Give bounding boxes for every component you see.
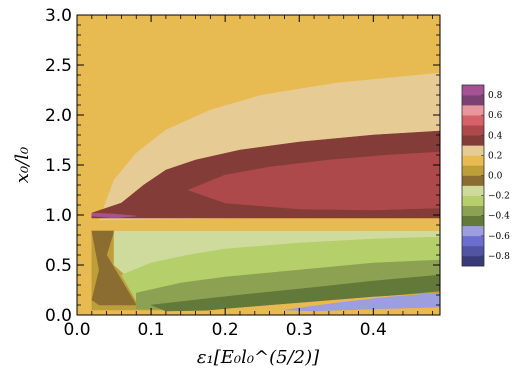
colorbar bbox=[462, 85, 484, 267]
colorbar-swatch-12 bbox=[462, 135, 484, 146]
colorbar-tick-label-2: 0.4 bbox=[488, 131, 503, 141]
colorbar-ticks: 0.8 0.6 0.4 0.2 0.0 −0.2 −0.4 −0.6 −0.8 bbox=[481, 91, 510, 262]
x-tick-label-2: 0.2 bbox=[212, 320, 239, 340]
colorbar-tick-label-8: −0.8 bbox=[488, 252, 510, 262]
colorbar-swatch-14 bbox=[462, 115, 484, 126]
heatmap-region-4 bbox=[91, 212, 137, 219]
y-tick-label-0: 0.0 bbox=[45, 306, 72, 326]
colorbar-tick-label-4: 0.0 bbox=[488, 172, 503, 182]
y-tick-label-3: 1.5 bbox=[45, 156, 72, 176]
colorbar-swatch-17 bbox=[462, 85, 484, 96]
y-tick-label-4: 2.0 bbox=[45, 106, 72, 126]
y-tick-label-6: 3.0 bbox=[45, 6, 72, 26]
x-axis-title: ε₁[E₀l₀^(5/2)] bbox=[197, 347, 320, 368]
colorbar-swatch-8 bbox=[462, 175, 484, 186]
y-axis-title: x₀/l₀ bbox=[12, 147, 33, 183]
colorbar-swatch-13 bbox=[462, 125, 484, 136]
colorbar-tick-label-3: 0.2 bbox=[488, 151, 502, 161]
colorbar-swatch-16 bbox=[462, 95, 484, 106]
y-tick-label-2: 1.0 bbox=[45, 206, 72, 226]
colorbar-tick-label-0: 0.8 bbox=[488, 91, 503, 101]
colorbar-tick-label-6: −0.4 bbox=[488, 212, 510, 222]
colorbar-swatch-3 bbox=[462, 225, 484, 237]
y-tick-label-1: 0.5 bbox=[45, 256, 72, 276]
colorbar-swatch-5 bbox=[462, 205, 484, 217]
colorbar-swatch-11 bbox=[462, 145, 484, 156]
x-tick-label-3: 0.3 bbox=[286, 320, 313, 340]
colorbar-swatch-15 bbox=[462, 105, 484, 116]
x-axis: 0.0 0.1 0.2 0.3 0.4 bbox=[63, 15, 433, 340]
colorbar-swatch-7 bbox=[462, 185, 484, 196]
colorbar-swatch-2 bbox=[462, 235, 484, 247]
colorbar-swatch-1 bbox=[462, 245, 484, 257]
colorbar-swatch-9 bbox=[462, 165, 484, 176]
colorbar-swatch-0 bbox=[462, 255, 484, 267]
colorbar-swatch-4 bbox=[462, 215, 484, 227]
colorbar-swatch-10 bbox=[462, 155, 484, 166]
x-tick-label-1: 0.1 bbox=[138, 320, 165, 340]
y-axis: 0.0 0.5 1.0 1.5 2.0 2.5 3.0 bbox=[45, 6, 440, 326]
colorbar-tick-label-1: 0.6 bbox=[488, 111, 503, 121]
x-tick-label-0: 0.0 bbox=[63, 320, 90, 340]
y-tick-label-5: 2.5 bbox=[45, 56, 72, 76]
colorbar-swatch-6 bbox=[462, 195, 484, 206]
heatmap-region-3 bbox=[187, 151, 440, 211]
heatmap-region-6 bbox=[91, 230, 137, 306]
heatmap-region-12 bbox=[284, 292, 440, 312]
colorbar-tick-label-7: −0.6 bbox=[488, 232, 510, 242]
x-tick-label-4: 0.4 bbox=[360, 320, 387, 340]
colorbar-tick-label-5: −0.2 bbox=[488, 192, 510, 202]
heatmap-regions bbox=[77, 15, 440, 315]
